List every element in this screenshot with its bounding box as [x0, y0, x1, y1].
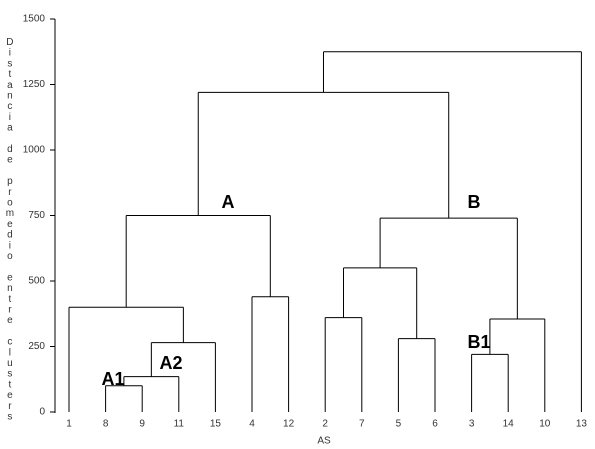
cluster-annotation: B [468, 192, 481, 212]
y-tick-label: 1500 [23, 14, 46, 25]
leaf-label: 12 [283, 419, 295, 430]
leaf-label: 7 [359, 419, 365, 430]
merge-link [105, 385, 143, 412]
y-tick-label: 1000 [23, 145, 46, 156]
leaf-label: 11 [174, 419, 185, 430]
leaf-label: 3 [469, 419, 475, 430]
cluster-annotation: A2 [159, 353, 182, 373]
y-tick-label: 750 [28, 210, 45, 221]
merge-link [379, 217, 518, 319]
leaf-label: 4 [249, 419, 255, 430]
leaf-label: 15 [210, 419, 222, 430]
leaf-label: 10 [539, 419, 551, 430]
leaf-label: 9 [139, 419, 145, 430]
merge-link [489, 318, 546, 412]
leaf-label: 14 [503, 419, 515, 430]
leaf-label: 8 [103, 419, 109, 430]
merge-link [343, 267, 418, 339]
leaf-label: 5 [396, 419, 402, 430]
merge-link [322, 51, 582, 412]
leaf-label: 6 [432, 419, 438, 430]
leaf-label: 1 [66, 419, 72, 430]
merge-link [471, 353, 509, 412]
y-tick-label: 250 [28, 341, 45, 352]
leaf-label: 2 [322, 419, 328, 430]
merge-link [251, 296, 290, 412]
cluster-annotation: B1 [467, 332, 490, 352]
merge-link [125, 215, 271, 308]
merge-link [324, 317, 363, 412]
cluster-annotation: A [222, 192, 235, 212]
merge-link [397, 338, 436, 412]
leaf-label: 13 [576, 419, 588, 430]
y-axis-label: Distancia de promedio entre clusters [4, 37, 15, 422]
y-tick-label: 500 [28, 276, 45, 287]
y-tick-label: 0 [39, 407, 45, 418]
cluster-annotation: A1 [101, 369, 124, 389]
merge-link [197, 91, 450, 219]
y-tick-label: 1250 [23, 79, 46, 90]
x-axis-label: AS [317, 436, 331, 447]
merge-link [123, 376, 180, 412]
